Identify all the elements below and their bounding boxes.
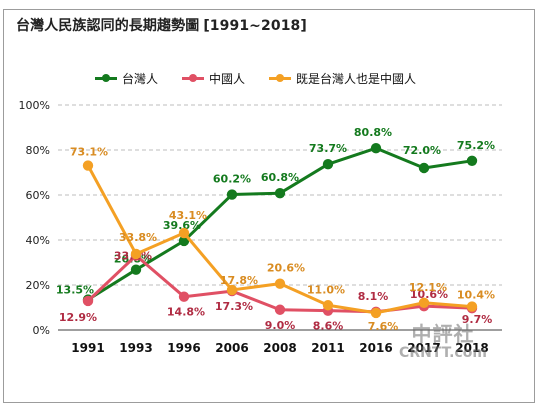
- data-label: 7.6%: [368, 320, 399, 333]
- y-tick-label: 0%: [33, 324, 50, 337]
- chart-frame: [3, 9, 535, 403]
- data-point: [274, 304, 286, 315]
- y-tick-label: 40%: [26, 234, 50, 247]
- data-point: [466, 301, 478, 312]
- data-label: 8.1%: [358, 290, 389, 303]
- chart-title: 台灣人民族認同的長期趨勢圖: [16, 18, 200, 34]
- data-point: [178, 291, 190, 302]
- data-label: 9.0%: [265, 319, 296, 332]
- data-label: 43.1%: [169, 209, 207, 222]
- y-tick-label: 80%: [26, 144, 50, 157]
- x-tick-label: 1996: [167, 341, 200, 355]
- x-tick-label: 2006: [215, 341, 248, 355]
- legend-label-taiwanese: 台灣人: [122, 72, 159, 86]
- data-label: 72.0%: [403, 144, 441, 157]
- data-label: 9.7%: [462, 313, 493, 326]
- data-point: [322, 158, 334, 170]
- y-tick-label: 20%: [26, 279, 50, 292]
- data-label: 17.8%: [220, 274, 258, 287]
- data-point: [178, 227, 190, 239]
- data-label: 17.3%: [215, 300, 253, 313]
- data-point: [370, 307, 382, 319]
- data-point: [82, 295, 94, 307]
- data-point: [274, 278, 286, 289]
- legend-swatch-taiwanese: [95, 74, 117, 82]
- data-label: 33.8%: [119, 231, 157, 244]
- y-tick-label: 60%: [26, 189, 50, 202]
- data-label: 10.6%: [410, 288, 448, 301]
- data-label: 14.8%: [167, 306, 205, 319]
- data-label: 12.9%: [59, 311, 97, 324]
- data-point: [130, 264, 142, 275]
- chart-subtitle: [1991~2018]: [203, 18, 307, 34]
- legend-item-taiwanese: 台灣人: [95, 70, 158, 87]
- data-point: [322, 300, 334, 311]
- x-tick-label: 2011: [311, 341, 344, 355]
- data-label: 10.4%: [457, 289, 495, 302]
- x-tick-label: 2018: [455, 341, 488, 355]
- chart-legend: 台灣人 中國人 既是台灣人也是中國人: [95, 70, 416, 87]
- legend-item-both: 既是台灣人也是中國人: [269, 70, 416, 87]
- data-label: 11.0%: [307, 283, 345, 296]
- x-tick-label: 1993: [119, 341, 152, 355]
- data-label: 73.1%: [70, 146, 108, 159]
- data-point: [130, 248, 142, 260]
- data-point: [466, 155, 478, 167]
- data-label: 80.8%: [354, 126, 392, 139]
- data-point: [226, 284, 238, 296]
- data-label: 39.6%: [163, 219, 201, 232]
- data-label: 20.6%: [267, 262, 305, 275]
- x-tick-label: 2016: [359, 341, 392, 355]
- data-label: 60.2%: [213, 173, 251, 186]
- data-point: [274, 188, 286, 199]
- data-point: [226, 189, 238, 200]
- chart-title-block: 台灣人民族認同的長期趨勢圖 [1991~2018]: [16, 15, 307, 35]
- data-label: 8.6%: [313, 320, 344, 333]
- data-point: [418, 162, 430, 174]
- x-tick-label: 2017: [407, 341, 440, 355]
- x-tick-label: 1991: [71, 341, 104, 355]
- data-point: [370, 143, 382, 154]
- legend-swatch-both: [269, 74, 292, 82]
- data-label: 12.1%: [409, 281, 447, 294]
- y-tick-label: 100%: [19, 99, 50, 112]
- data-label: 73.7%: [309, 142, 347, 155]
- data-point: [82, 160, 94, 171]
- data-label: 75.2%: [457, 139, 495, 152]
- data-label: 13.5%: [56, 284, 94, 297]
- legend-swatch-chinese: [182, 74, 205, 82]
- data-point: [418, 297, 430, 308]
- x-tick-label: 2008: [263, 341, 296, 355]
- legend-label-chinese: 中國人: [209, 72, 246, 86]
- legend-item-chinese: 中國人: [182, 70, 245, 87]
- data-label: 60.8%: [261, 171, 299, 184]
- legend-label-both: 既是台灣人也是中國人: [296, 72, 417, 86]
